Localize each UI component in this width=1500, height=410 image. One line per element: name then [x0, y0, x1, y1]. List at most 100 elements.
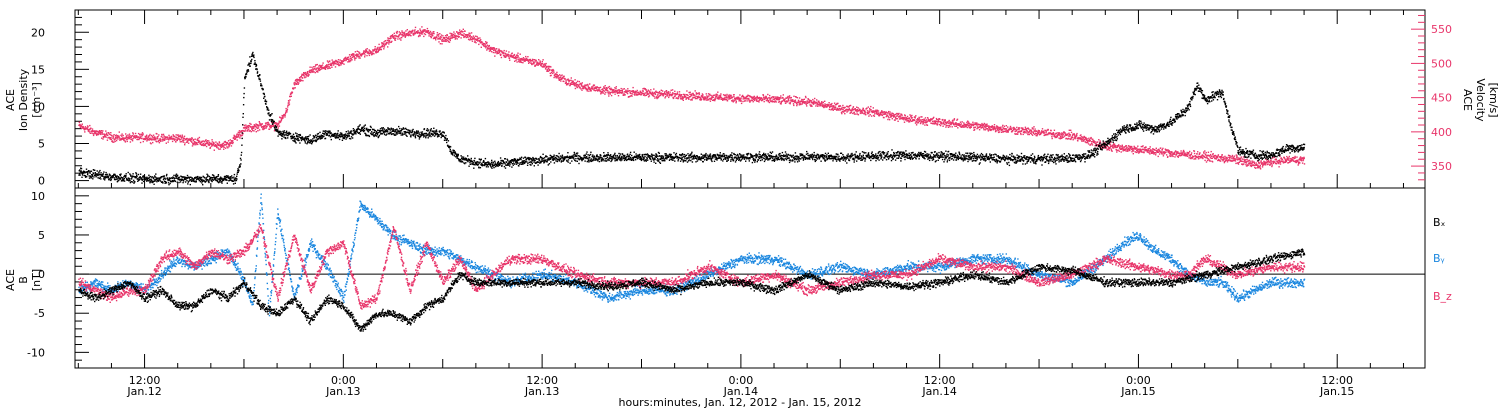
velocity-series-point [720, 93, 722, 95]
velocity-series-point [541, 60, 543, 63]
velocity-series-point [110, 137, 112, 139]
density-series-point [92, 172, 95, 175]
velocity-series-point [1152, 149, 1155, 151]
velocity-series-point [994, 126, 996, 128]
velocity-series-point [959, 124, 961, 126]
velocity-series-point [217, 147, 219, 149]
velocity-series-point [192, 142, 194, 144]
velocity-series-point [1020, 132, 1022, 134]
velocity-series-point [211, 143, 213, 146]
velocity-series-point [621, 92, 623, 94]
velocity-series-point [785, 97, 787, 99]
velocity-series-point [487, 45, 489, 47]
velocity-series-point [731, 96, 734, 98]
velocity-series-point [836, 102, 838, 105]
velocity-series-point [832, 109, 834, 111]
velocity-series-point [848, 108, 850, 110]
velocity-series-point [996, 128, 999, 131]
velocity-series-point [1003, 128, 1005, 130]
velocity-series-point [1094, 145, 1096, 147]
velocity-series-point [772, 98, 774, 100]
velocity-series-point [203, 144, 205, 147]
velocity-series-point [245, 124, 247, 126]
velocity-series-point [145, 138, 147, 140]
velocity-series-point [1233, 155, 1236, 157]
velocity-series-point [1207, 151, 1210, 153]
velocity-series-point [866, 111, 868, 114]
velocity-series-point [634, 91, 637, 93]
velocity-series-point [429, 30, 432, 33]
velocity-series-point [1012, 130, 1014, 132]
velocity-series-point [993, 124, 996, 126]
velocity-series-point [695, 95, 697, 97]
velocity-series-point [1045, 130, 1048, 132]
velocity-series-point [876, 113, 878, 115]
velocity-series-point [374, 49, 376, 51]
velocity-series-point [981, 124, 983, 126]
velocity-series-point [808, 99, 810, 101]
velocity-series-point [775, 97, 778, 100]
density-series-point [109, 178, 111, 180]
velocity-series-point [1017, 131, 1019, 134]
density-series-point [123, 180, 126, 182]
velocity-series-point [309, 66, 311, 68]
velocity-series-point [667, 91, 670, 93]
velocity-series-point [566, 79, 569, 81]
velocity-series-point [685, 98, 687, 100]
density-series-point [151, 176, 153, 178]
velocity-series-point [607, 90, 609, 92]
velocity-series-point [287, 106, 289, 108]
velocity-series-point [555, 73, 557, 75]
velocity-series-point [1209, 153, 1212, 156]
velocity-series-point [867, 112, 870, 115]
velocity-series-point [816, 104, 818, 106]
velocity-series-point [568, 82, 570, 84]
velocity-series-point [1087, 143, 1090, 145]
density-series-point [107, 177, 109, 179]
velocity-series-point [391, 36, 394, 38]
density-series-point [79, 169, 81, 171]
velocity-series-point [114, 140, 116, 143]
velocity-series-point [572, 80, 574, 82]
velocity-series-point [1197, 156, 1199, 159]
velocity-series-point [1267, 159, 1270, 162]
velocity-series-point [524, 58, 526, 60]
velocity-series-point [773, 101, 776, 103]
velocity-series-point [737, 96, 739, 99]
velocity-series-point [149, 135, 151, 137]
velocity-series-point [774, 96, 777, 98]
velocity-series-point [137, 136, 140, 138]
velocity-series-point [904, 117, 906, 119]
velocity-series-point [934, 121, 937, 124]
velocity-series-point [1057, 134, 1059, 136]
velocity-series-point [567, 79, 570, 82]
velocity-series-point [705, 93, 707, 95]
velocity-series-point [1126, 146, 1128, 149]
velocity-series-point [158, 134, 160, 136]
velocity-series-point [848, 109, 850, 111]
velocity-series-point [243, 130, 245, 132]
velocity-series-point [888, 117, 890, 119]
velocity-series-point [1129, 149, 1131, 152]
velocity-series-point [700, 99, 702, 101]
velocity-series-point [118, 137, 121, 139]
velocity-series-point [618, 89, 620, 91]
velocity-series-point [452, 33, 455, 36]
velocity-series-point [160, 139, 162, 141]
velocity-series-point [414, 26, 417, 29]
velocity-series-point [576, 80, 579, 82]
velocity-series-point [730, 97, 732, 100]
velocity-series-point [1187, 153, 1190, 155]
velocity-series-point [519, 60, 522, 62]
velocity-series-point [709, 93, 711, 96]
velocity-series-point [753, 95, 755, 98]
velocity-series-point [868, 115, 870, 117]
velocity-series-point [403, 31, 405, 34]
velocity-series-point [1092, 138, 1094, 141]
velocity-series-point [949, 122, 951, 124]
velocity-series-point [1180, 152, 1183, 154]
velocity-series-point [321, 64, 324, 66]
velocity-series-point [314, 68, 316, 70]
velocity-series-point [261, 123, 263, 125]
velocity-series-point [803, 101, 805, 103]
